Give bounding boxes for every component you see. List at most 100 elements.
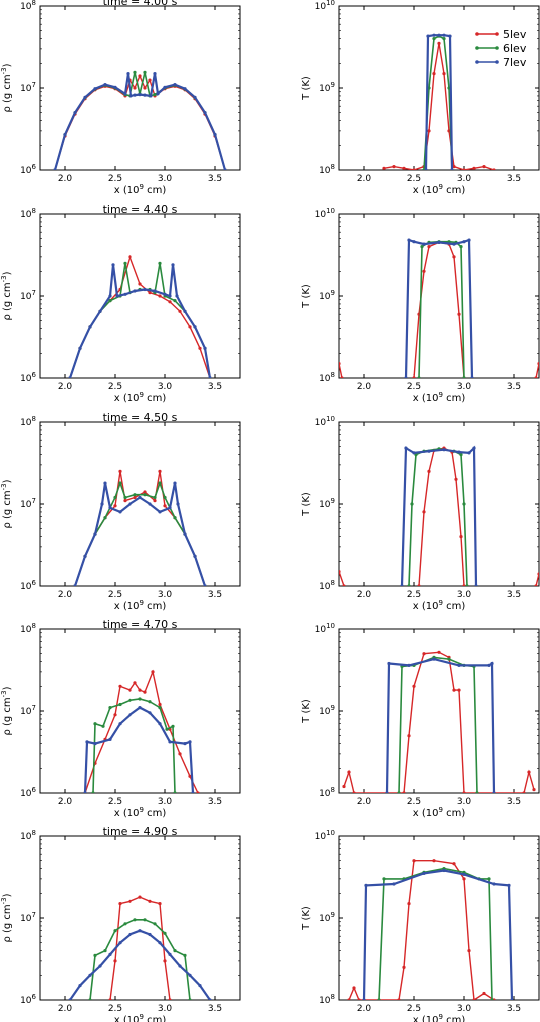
- y-tick-label: 106: [20, 579, 36, 592]
- data-point-7lev: [442, 33, 446, 37]
- data-point-7lev: [63, 133, 67, 137]
- y-tick-label: 1010: [315, 207, 335, 220]
- plot-frame: [39, 421, 241, 587]
- x-tick-label: 2.5: [407, 590, 421, 600]
- data-point-6lev: [490, 998, 494, 1000]
- y-tick-label: 108: [20, 0, 36, 12]
- x-tick-label: 2.5: [407, 797, 421, 807]
- data-point-7lev: [188, 740, 192, 744]
- data-point-6lev: [163, 495, 167, 500]
- panel-rho-4.70: 2.0 2.5 3.0 3.5 106 107 108 x (109 cm) ρ (g cm-3…: [0, 618, 241, 819]
- data-point-6lev: [417, 376, 421, 378]
- data-point-7lev: [193, 95, 197, 99]
- data-point-7lev: [407, 238, 411, 242]
- x-tick-label: 3.5: [507, 797, 521, 807]
- y-axis-label: T (K): [301, 492, 312, 517]
- data-point-6lev: [188, 998, 192, 1000]
- data-point-6lev: [183, 953, 187, 958]
- data-point-7lev: [487, 663, 491, 668]
- data-point-7lev: [83, 554, 87, 558]
- data-point-6lev: [447, 657, 451, 661]
- data-point-5lev: [188, 325, 192, 329]
- data-point-5lev: [432, 859, 436, 863]
- data-point-7lev: [490, 661, 494, 666]
- data-point-6lev: [118, 481, 122, 485]
- data-point-5lev: [138, 282, 142, 286]
- y-tick-label: 109: [319, 497, 335, 510]
- y-tick-label: 108: [20, 829, 36, 842]
- data-point-5lev: [339, 570, 341, 574]
- series-line-6lev: [74, 480, 206, 586]
- data-point-5lev: [138, 688, 142, 692]
- data-point-7lev: [183, 309, 187, 313]
- x-tick-label: 3.0: [158, 382, 173, 392]
- series-line-7lev: [424, 34, 454, 170]
- data-point-5lev: [472, 166, 476, 170]
- series-group: [68, 895, 212, 1000]
- series-line-5lev: [74, 471, 206, 586]
- data-point-7lev: [213, 133, 217, 137]
- x-axis-label: x (109 cm): [413, 391, 466, 404]
- data-point-7lev: [203, 346, 207, 350]
- data-point-7lev: [100, 502, 104, 506]
- legend-marker-6lev: [475, 46, 479, 50]
- data-point-7lev: [88, 973, 92, 977]
- data-point-5lev: [462, 168, 466, 170]
- data-point-7lev: [168, 294, 172, 298]
- data-point-7lev: [364, 883, 368, 888]
- x-tick-label: 3.0: [457, 174, 472, 184]
- data-point-5lev: [392, 165, 396, 169]
- data-point-7lev: [108, 294, 112, 298]
- series-line-7lev: [53, 73, 227, 170]
- data-point-7lev: [208, 376, 212, 378]
- data-point-7lev: [183, 742, 187, 746]
- data-point-5lev: [148, 78, 152, 82]
- data-point-7lev: [392, 882, 396, 886]
- data-point-7lev: [143, 93, 147, 97]
- x-tick-label: 3.5: [507, 1004, 521, 1014]
- data-point-5lev: [357, 998, 361, 1000]
- series-line-5lev: [348, 860, 495, 1000]
- data-point-6lev: [462, 376, 466, 378]
- plot-frame: [338, 421, 540, 587]
- data-point-5lev: [198, 346, 202, 350]
- y-tick-label: 106: [20, 371, 36, 384]
- data-point-5lev: [534, 584, 538, 586]
- panel-rho-4.00: 2.0 2.5 3.0 3.5 106 107 108 x (109 cm) ρ (g cm-3…: [0, 0, 241, 196]
- y-tick-label: 1010: [315, 0, 335, 12]
- data-point-7lev: [73, 584, 77, 586]
- data-point-7lev: [78, 984, 82, 988]
- data-point-6lev: [123, 261, 127, 265]
- x-tick-label: 2.5: [407, 1004, 421, 1014]
- data-point-7lev: [113, 85, 117, 89]
- data-point-7lev: [153, 289, 157, 293]
- data-point-7lev: [173, 83, 177, 87]
- data-point-7lev: [203, 111, 207, 115]
- data-point-5lev: [128, 899, 132, 903]
- x-axis-label: x (109 cm): [114, 183, 167, 196]
- data-point-7lev: [400, 584, 404, 586]
- x-axis-label: x (109 cm): [114, 391, 167, 404]
- data-point-6lev: [88, 998, 92, 1000]
- data-point-5lev: [196, 791, 200, 793]
- series-line-6lev: [69, 263, 211, 378]
- data-point-7lev: [173, 481, 177, 485]
- x-axis-label: x (109 cm): [413, 1013, 466, 1022]
- data-point-5lev: [340, 376, 344, 378]
- x-axis-label: x (109 cm): [114, 1013, 167, 1022]
- panel-T-4.00: 2.0 2.5 3.0 3.5 108 109 1010 x (109 cm) T (K) 5le…: [301, 0, 540, 196]
- data-point-6lev: [158, 261, 162, 265]
- data-point-7lev: [462, 240, 466, 244]
- data-point-5lev: [427, 469, 431, 473]
- data-point-5lev: [352, 986, 356, 990]
- legend-label-7lev: 7lev: [503, 56, 527, 69]
- y-axis-label: T (K): [301, 76, 312, 101]
- data-point-6lev: [143, 918, 147, 922]
- data-point-5lev: [412, 376, 416, 378]
- data-point-7lev: [118, 722, 122, 726]
- data-point-5lev: [342, 584, 346, 586]
- y-tick-label: 1010: [315, 829, 335, 842]
- data-point-7lev: [108, 737, 112, 742]
- data-point-7lev: [452, 242, 456, 246]
- y-tick-label: 109: [319, 81, 335, 94]
